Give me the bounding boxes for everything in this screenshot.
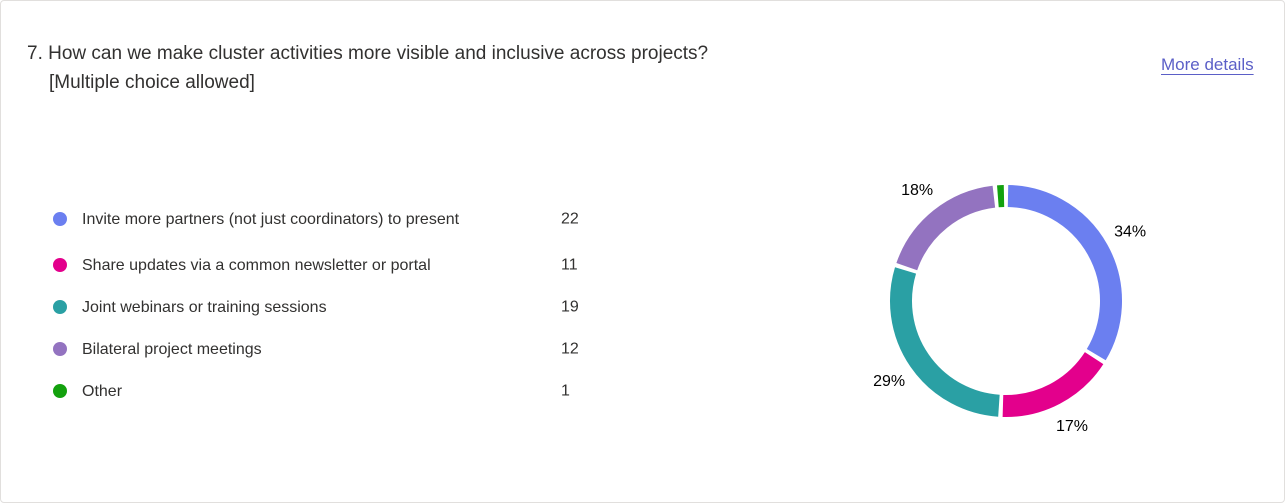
donut-slice[interactable] xyxy=(896,185,996,271)
more-details-link[interactable]: More details xyxy=(1161,55,1254,74)
donut-data-label: 18% xyxy=(901,182,933,199)
donut-data-label: 17% xyxy=(1056,418,1088,435)
legend-dot-icon xyxy=(53,384,67,398)
legend-item: Invite more partners (not just coordinat… xyxy=(53,194,613,244)
legend-dot-icon xyxy=(53,342,67,356)
donut-data-label: 34% xyxy=(1114,223,1146,240)
donut-data-label: 29% xyxy=(873,373,905,390)
legend-item: Joint webinars or training sessions 19 xyxy=(53,286,613,328)
legend-label: Other xyxy=(82,382,123,400)
legend-dot-icon xyxy=(53,258,67,272)
legend-count: 1 xyxy=(561,382,570,400)
question-title: 7. How can we make cluster activities mo… xyxy=(27,39,927,97)
legend-count: 11 xyxy=(561,256,578,274)
legend-dot-icon xyxy=(53,300,67,314)
donut-slice[interactable] xyxy=(1002,351,1104,417)
legend-dot-icon xyxy=(53,212,67,226)
legend-item: Other 1 xyxy=(53,370,613,412)
legend-item: Bilateral project meetings 12 xyxy=(53,328,613,370)
legend-label: Joint webinars or training sessions xyxy=(82,298,327,316)
legend-label: Share updates via a common newsletter or… xyxy=(82,256,431,274)
legend-label: Bilateral project meetings xyxy=(82,340,262,358)
donut-slice[interactable] xyxy=(1007,185,1122,361)
legend-count: 22 xyxy=(561,210,579,228)
question-text: 7. How can we make cluster activities mo… xyxy=(27,43,709,64)
legend-label: Invite more partners (not just coordinat… xyxy=(82,210,460,228)
donut-chart-svg: 34% 17% 29% 18% xyxy=(873,182,1146,435)
legend-count: 12 xyxy=(561,340,579,358)
question-subtext: [Multiple choice allowed] xyxy=(49,72,255,93)
legend-count: 19 xyxy=(561,298,579,316)
donut-chart: 34% 17% 29% 18% xyxy=(841,166,1171,446)
donut-slice[interactable] xyxy=(890,267,1000,417)
chart-legend: Invite more partners (not just coordinat… xyxy=(53,194,613,412)
legend-item: Share updates via a common newsletter or… xyxy=(53,244,613,286)
